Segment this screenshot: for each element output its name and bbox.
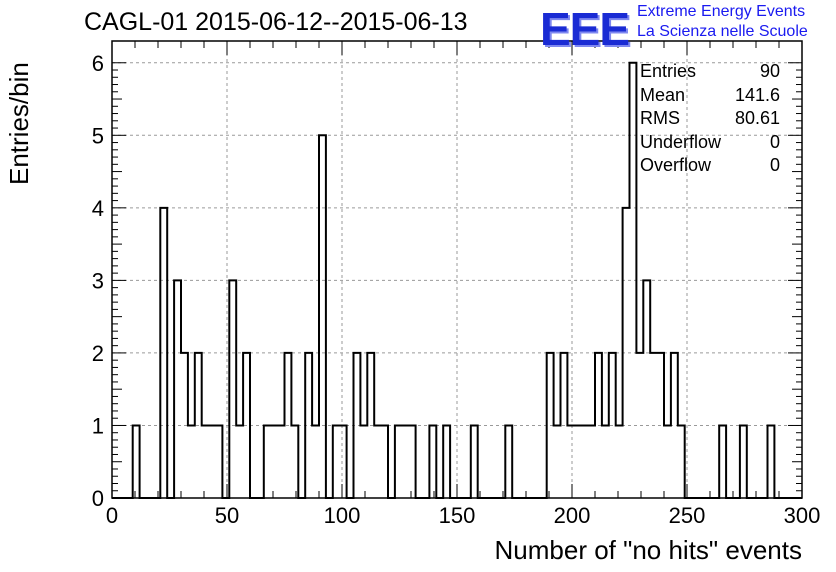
histogram-bin bbox=[505, 425, 512, 498]
histogram-bin bbox=[643, 280, 650, 498]
x-tick-label: 0 bbox=[106, 503, 118, 528]
histogram-bin bbox=[581, 425, 588, 498]
histogram-bin bbox=[395, 425, 402, 498]
histogram-bin bbox=[409, 425, 416, 498]
x-axis-label: Number of "no hits" events bbox=[494, 535, 803, 565]
histogram-bin bbox=[278, 425, 285, 498]
stats-row-entries: Entries 90 bbox=[640, 60, 780, 84]
chart-title: CAGL-01 2015-06-12--2015-06-13 bbox=[84, 8, 468, 36]
stats-label: Overflow bbox=[640, 155, 712, 175]
histogram-bin bbox=[471, 425, 478, 498]
histogram-bin bbox=[740, 425, 747, 498]
histogram-bin bbox=[264, 425, 271, 498]
stats-row-rms: RMS 80.61 bbox=[640, 107, 780, 131]
histogram-bin bbox=[588, 425, 595, 498]
histogram-bin bbox=[402, 425, 409, 498]
histogram-bin bbox=[202, 425, 209, 498]
logo-line-1: Extreme Energy Events bbox=[637, 3, 806, 20]
histogram-bin bbox=[340, 425, 347, 498]
histogram-bin bbox=[664, 425, 671, 498]
y-tick-label: 0 bbox=[92, 486, 104, 511]
stats-label: Mean bbox=[640, 84, 686, 105]
stats-value: 90 bbox=[759, 61, 780, 81]
histogram-bin bbox=[360, 425, 367, 498]
y-tick-label: 3 bbox=[92, 268, 104, 293]
histogram-bin bbox=[443, 425, 450, 498]
histogram-bin bbox=[602, 425, 609, 498]
histogram-bin bbox=[768, 425, 775, 498]
histogram-bin bbox=[133, 425, 140, 498]
histogram-bin bbox=[188, 425, 195, 498]
histogram-bin bbox=[719, 425, 726, 498]
y-tick-label: 1 bbox=[92, 413, 104, 438]
histogram-bin bbox=[229, 280, 236, 498]
histogram-bin bbox=[429, 425, 436, 498]
stats-value: 80.61 bbox=[734, 108, 780, 128]
histogram-bin bbox=[374, 425, 381, 498]
histogram-bin bbox=[333, 425, 340, 498]
histogram-bin bbox=[567, 425, 574, 498]
stats-row-mean: Mean 141.6 bbox=[640, 84, 780, 108]
stats-box: Entries 90 Mean 141.6 RMS 80.61 Underflo… bbox=[640, 60, 780, 178]
stats-label: Underflow bbox=[640, 131, 722, 152]
stats-label: RMS bbox=[640, 108, 680, 128]
histogram-bin bbox=[291, 425, 298, 498]
y-tick-label: 2 bbox=[92, 341, 104, 366]
histogram-bin bbox=[616, 425, 623, 498]
histogram-bin bbox=[209, 425, 216, 498]
histogram-bin bbox=[574, 425, 581, 498]
stats-row-overflow: Overflow 0 bbox=[640, 154, 780, 178]
logo-line-2: La Scienza nelle Scuole bbox=[637, 23, 808, 40]
stats-row-underflow: Underflow 0 bbox=[640, 131, 780, 155]
histogram-bin bbox=[381, 425, 388, 498]
x-tick-label: 150 bbox=[439, 503, 476, 528]
x-tick-label: 50 bbox=[215, 503, 239, 528]
histogram-bin bbox=[271, 425, 278, 498]
x-tick-label: 200 bbox=[554, 503, 591, 528]
stats-value: 0 bbox=[769, 155, 780, 175]
histogram-bin bbox=[554, 425, 561, 498]
y-tick-label: 5 bbox=[92, 123, 104, 148]
histogram-bin bbox=[319, 135, 326, 498]
x-tick-label: 100 bbox=[324, 503, 361, 528]
stats-label: Entries bbox=[640, 61, 697, 81]
eee-logo: EEE bbox=[540, 3, 630, 55]
histogram-bin bbox=[236, 425, 243, 498]
x-tick-label: 250 bbox=[669, 503, 706, 528]
y-axis-label: Entries/bin bbox=[4, 62, 34, 185]
y-tick-label: 6 bbox=[92, 51, 104, 76]
histogram-bin bbox=[678, 425, 685, 498]
stats-value: 0 bbox=[769, 131, 780, 152]
y-tick-label: 4 bbox=[92, 196, 104, 221]
histogram-bin bbox=[312, 425, 319, 498]
histogram-bin bbox=[174, 280, 181, 498]
stats-value: 141.6 bbox=[734, 84, 780, 105]
histogram-bin bbox=[216, 425, 223, 498]
x-tick-label: 300 bbox=[784, 503, 821, 528]
logo-caption: Extreme Energy Events La Scienza nelle S… bbox=[637, 2, 808, 42]
